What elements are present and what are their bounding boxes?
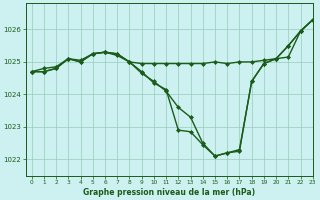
X-axis label: Graphe pression niveau de la mer (hPa): Graphe pression niveau de la mer (hPa) [83, 188, 255, 197]
